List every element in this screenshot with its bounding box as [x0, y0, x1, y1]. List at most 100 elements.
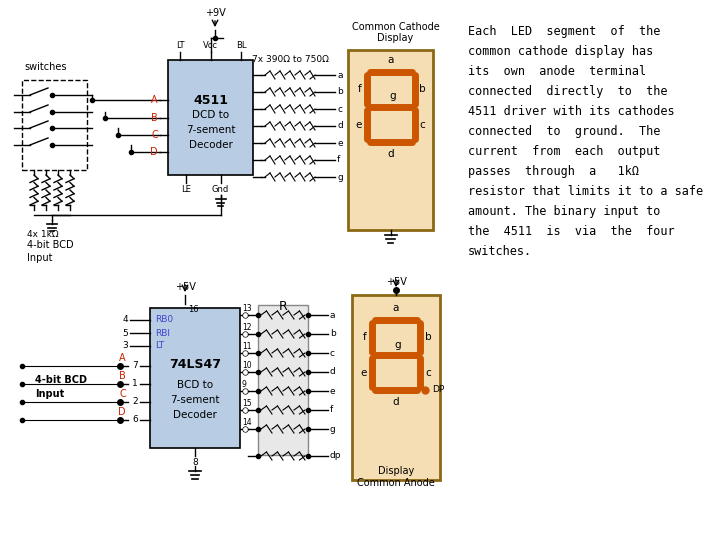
Text: Display: Display: [377, 33, 413, 43]
Bar: [168, 60, 253, 175]
Text: 7x 390Ω to 750Ω: 7x 390Ω to 750Ω: [251, 55, 328, 64]
Text: Common Anode: Common Anode: [357, 478, 435, 488]
Text: f: f: [364, 333, 367, 342]
Text: Decoder: Decoder: [173, 410, 217, 420]
Bar: [22, 80, 87, 170]
Text: 4511 driver with its cathodes: 4511 driver with its cathodes: [468, 105, 675, 118]
Text: 4-bit BCD: 4-bit BCD: [35, 375, 87, 385]
Text: DCD to: DCD to: [192, 110, 229, 120]
Text: R: R: [279, 300, 287, 313]
Text: RBI: RBI: [155, 328, 170, 338]
Text: e: e: [330, 387, 336, 395]
Text: C: C: [151, 130, 158, 140]
Text: 3: 3: [122, 341, 128, 350]
Text: f: f: [337, 156, 341, 165]
Text: g: g: [390, 91, 396, 101]
Text: Display: Display: [378, 466, 414, 476]
Text: d: d: [337, 122, 343, 131]
Text: 4511: 4511: [193, 93, 228, 106]
Text: connected  directly  to  the: connected directly to the: [468, 85, 667, 98]
Text: switches.: switches.: [468, 245, 532, 258]
Text: Input: Input: [27, 253, 53, 263]
Bar: [348, 50, 433, 230]
Text: 7-sement: 7-sement: [170, 395, 220, 405]
Text: a: a: [330, 310, 336, 320]
Text: LT: LT: [155, 341, 164, 350]
Text: 12: 12: [242, 323, 251, 332]
Text: C: C: [120, 389, 126, 399]
Text: dp: dp: [330, 451, 341, 461]
Text: BL: BL: [235, 41, 246, 50]
Text: resistor that limits it to a safe: resistor that limits it to a safe: [468, 185, 703, 198]
Text: d: d: [330, 368, 336, 376]
Text: B: B: [151, 113, 158, 123]
Text: BCD to: BCD to: [177, 380, 213, 390]
Text: g: g: [337, 172, 343, 181]
Text: 16: 16: [188, 305, 199, 314]
Text: connected  to  ground.  The: connected to ground. The: [468, 125, 660, 138]
Text: Common Cathode: Common Cathode: [351, 22, 439, 32]
Text: Each  LED  segment  of  the: Each LED segment of the: [468, 25, 660, 38]
Text: g: g: [395, 340, 401, 350]
Text: e: e: [361, 368, 367, 377]
Text: amount. The binary input to: amount. The binary input to: [468, 205, 660, 218]
Text: f: f: [330, 406, 333, 415]
Bar: [258, 305, 308, 455]
Text: e: e: [337, 138, 343, 147]
Text: b: b: [330, 329, 336, 339]
Text: +9V: +9V: [204, 8, 225, 18]
Text: the  4511  is  via  the  four: the 4511 is via the four: [468, 225, 675, 238]
Text: 2: 2: [132, 397, 138, 407]
Text: 4-bit BCD: 4-bit BCD: [27, 240, 73, 250]
Text: passes  through  a   1kΩ: passes through a 1kΩ: [468, 165, 639, 178]
Text: d: d: [392, 397, 400, 407]
Text: 8: 8: [192, 458, 198, 467]
Text: c: c: [425, 368, 431, 377]
Text: g: g: [330, 424, 336, 434]
Bar: [352, 295, 440, 480]
Text: c: c: [337, 105, 342, 113]
Text: Decoder: Decoder: [189, 140, 233, 150]
Bar: [150, 308, 240, 448]
Text: 6: 6: [132, 415, 138, 424]
Text: 14: 14: [242, 418, 251, 427]
Text: e: e: [355, 119, 361, 130]
Text: b: b: [337, 87, 343, 97]
Text: b: b: [425, 333, 431, 342]
Text: b: b: [420, 84, 426, 94]
Text: Vcc: Vcc: [203, 41, 218, 50]
Text: Gnd: Gnd: [212, 185, 229, 194]
Text: a: a: [393, 303, 399, 313]
Text: 5: 5: [122, 328, 128, 338]
Text: its  own  anode  terminal: its own anode terminal: [468, 65, 646, 78]
Text: 9: 9: [242, 380, 247, 389]
Text: 13: 13: [242, 304, 251, 313]
Text: 7: 7: [132, 361, 138, 370]
Text: f: f: [358, 84, 361, 94]
Text: 1: 1: [132, 380, 138, 388]
Text: c: c: [420, 119, 426, 130]
Text: current  from  each  output: current from each output: [468, 145, 660, 158]
Text: +5V: +5V: [174, 282, 195, 292]
Text: LT: LT: [176, 41, 184, 50]
Text: common cathode display has: common cathode display has: [468, 45, 653, 58]
Text: RB0: RB0: [155, 315, 173, 325]
Text: 7-sement: 7-sement: [186, 125, 235, 135]
Text: LE: LE: [181, 185, 191, 194]
Text: A: A: [151, 95, 158, 105]
Text: a: a: [337, 71, 343, 79]
Text: B: B: [120, 371, 126, 381]
Text: c: c: [330, 348, 335, 357]
Text: 4x 1kΩ: 4x 1kΩ: [27, 230, 58, 239]
Text: d: d: [387, 149, 394, 159]
Text: switches: switches: [24, 62, 66, 72]
Text: 10: 10: [242, 361, 251, 370]
Text: 15: 15: [242, 399, 251, 408]
Text: 11: 11: [242, 342, 251, 351]
Text: A: A: [120, 353, 126, 363]
Text: +5V: +5V: [386, 277, 406, 287]
Text: DP: DP: [432, 386, 444, 395]
Text: D: D: [118, 407, 126, 417]
Text: Input: Input: [35, 389, 64, 399]
Text: 74LS47: 74LS47: [169, 359, 221, 372]
